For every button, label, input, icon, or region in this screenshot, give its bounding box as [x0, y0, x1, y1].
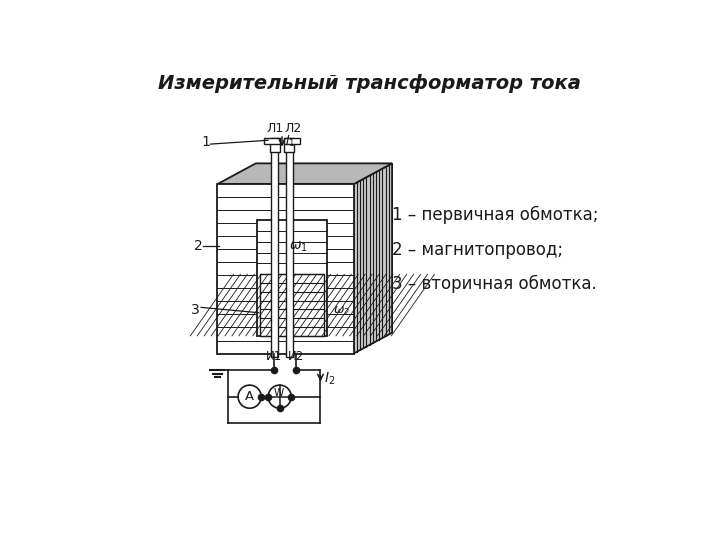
Text: Л1: Л1: [266, 122, 283, 135]
Text: $\omega_2$: $\omega_2$: [333, 305, 350, 318]
Bar: [257, 220, 327, 336]
Bar: [286, 148, 293, 357]
Bar: [271, 148, 278, 357]
Bar: [260, 274, 324, 336]
Circle shape: [268, 385, 291, 408]
Circle shape: [238, 385, 261, 408]
Text: $\omega_1$: $\omega_1$: [289, 240, 307, 254]
Polygon shape: [217, 164, 392, 184]
Text: 1: 1: [202, 135, 210, 149]
Text: И1: И1: [266, 350, 282, 363]
Text: 3: 3: [192, 302, 200, 316]
Text: Измерительный трансформатор тока: Измерительный трансформатор тока: [158, 74, 580, 93]
Bar: [284, 138, 300, 144]
Text: 1 – первичная обмотка;: 1 – первичная обмотка;: [392, 206, 598, 224]
Bar: [217, 184, 354, 354]
Polygon shape: [354, 164, 392, 354]
Bar: [270, 138, 279, 152]
Text: И2: И2: [288, 350, 304, 363]
Text: 2: 2: [194, 239, 202, 253]
Text: A: A: [245, 390, 254, 403]
Text: 3 – вторичная обмотка.: 3 – вторичная обмотка.: [392, 275, 597, 293]
Text: 2 – магнитопровод;: 2 – магнитопровод;: [392, 241, 563, 259]
Text: Л2: Л2: [284, 122, 302, 135]
Text: $I_2$: $I_2$: [324, 370, 336, 387]
Bar: [284, 138, 294, 152]
Bar: [264, 138, 279, 144]
Text: W: W: [274, 388, 284, 398]
Text: $I_1$: $I_1$: [285, 134, 295, 150]
